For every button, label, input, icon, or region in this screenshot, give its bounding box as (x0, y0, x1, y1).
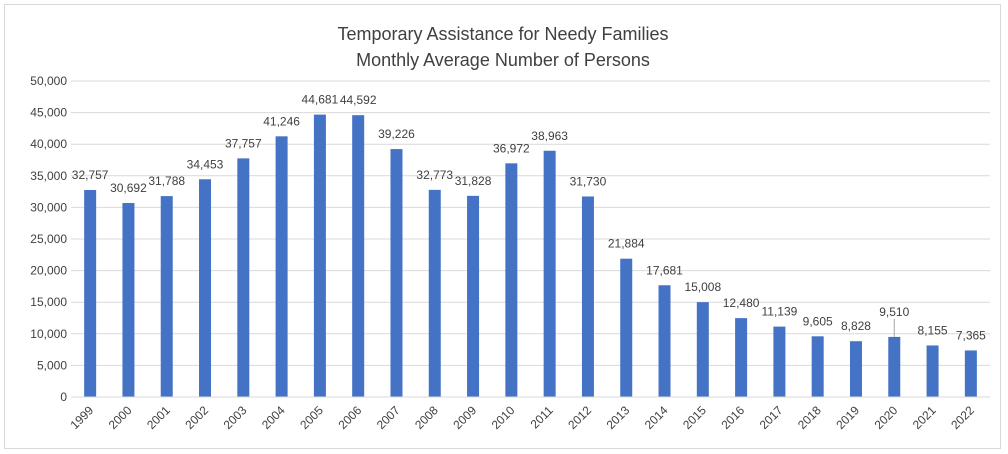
data-label: 32,757 (72, 168, 109, 182)
bar (926, 345, 939, 397)
gridlines (71, 80, 990, 366)
chart-subtitle: Monthly Average Number of Persons (356, 50, 650, 70)
x-tick-label: 2000 (106, 403, 135, 432)
data-label: 30,692 (110, 181, 147, 195)
data-label: 44,681 (302, 93, 339, 107)
x-tick-label: 2020 (872, 403, 901, 432)
x-tick-label: 2006 (336, 403, 365, 432)
y-axis-ticks: 0 5,000 10,000 15,000 20,000 25,000 30,000 35,0… (30, 74, 67, 404)
chart-frame: Temporary Assistance for Needy Families … (4, 4, 1001, 449)
x-tick-label: 2010 (489, 403, 518, 432)
x-tick-label: 2017 (757, 403, 786, 432)
x-tick-label: 2018 (795, 403, 824, 432)
bar (160, 196, 173, 397)
bar (581, 196, 594, 397)
data-label: 21,884 (608, 237, 645, 251)
data-label: 9,605 (803, 314, 833, 328)
x-tick-label: 2003 (221, 403, 250, 432)
x-tick-label: 2011 (528, 403, 556, 431)
data-label: 41,246 (263, 114, 300, 128)
data-label: 11,139 (761, 305, 797, 319)
bar (505, 163, 518, 397)
x-tick-label: 2015 (680, 403, 709, 432)
data-label: 31,828 (455, 174, 492, 188)
y-tick-label: 45,000 (30, 106, 67, 120)
y-tick-label: 40,000 (30, 137, 67, 151)
bar (620, 258, 633, 397)
bar (84, 189, 97, 397)
y-tick-label: 35,000 (30, 169, 67, 183)
bar (275, 136, 288, 397)
bar (237, 158, 250, 397)
bar (696, 302, 709, 397)
data-label: 8,155 (918, 323, 948, 337)
x-tick-label: 2007 (374, 403, 403, 432)
data-label: 8,828 (841, 319, 871, 333)
x-tick-label: 2014 (642, 403, 671, 432)
x-tick-label: 2013 (604, 403, 633, 432)
data-label: 15,008 (684, 280, 721, 294)
data-label: 31,730 (570, 174, 607, 188)
data-label: 7,365 (956, 328, 986, 342)
x-tick-label: 2021 (910, 403, 939, 432)
x-tick-label: 2004 (259, 403, 288, 432)
data-label: 34,453 (187, 157, 224, 171)
y-tick-label: 10,000 (30, 327, 67, 341)
chart-svg: Temporary Assistance for Needy Families … (30, 24, 990, 432)
bar (888, 336, 901, 397)
x-tick-label: 2019 (833, 403, 862, 432)
bar (313, 114, 326, 397)
data-label: 36,972 (493, 141, 530, 155)
bar (849, 341, 862, 397)
bar (964, 350, 977, 397)
y-tick-label: 20,000 (30, 264, 67, 278)
x-tick-label: 2008 (412, 403, 441, 432)
bar (773, 326, 786, 397)
data-label: 12,480 (723, 296, 760, 310)
bar (352, 115, 365, 397)
x-tick-label: 2022 (948, 403, 977, 432)
bar (199, 179, 212, 397)
y-tick-label: 30,000 (30, 200, 67, 214)
data-label: 17,681 (646, 263, 683, 277)
data-label: 9,510 (879, 305, 909, 319)
bar (735, 318, 748, 397)
x-tick-label: 1999 (67, 403, 96, 432)
y-tick-label: 25,000 (30, 232, 67, 246)
data-label: 44,592 (340, 93, 377, 107)
chart-title: Temporary Assistance for Needy Families (337, 24, 668, 44)
data-label: 31,788 (148, 174, 185, 188)
data-label: 32,773 (416, 168, 453, 182)
data-label: 38,963 (531, 129, 568, 143)
bar (658, 285, 671, 397)
data-label: 39,226 (378, 127, 415, 141)
x-axis-ticks: 1999 2000 2001 2002 2003 2004 2005 2006 2007 2008… (67, 403, 977, 432)
y-tick-label: 5,000 (37, 358, 67, 372)
y-tick-label: 15,000 (30, 295, 67, 309)
y-tick-label: 50,000 (30, 74, 67, 88)
x-tick-label: 2002 (182, 403, 211, 432)
bar (390, 149, 403, 397)
x-tick-label: 2012 (565, 403, 594, 432)
x-tick-label: 2001 (144, 403, 173, 432)
x-tick-label: 2005 (297, 403, 326, 432)
bar (467, 195, 480, 397)
x-tick-label: 2009 (450, 403, 479, 432)
bar (811, 336, 824, 397)
bar (122, 203, 135, 397)
bar (428, 189, 441, 397)
bars (84, 114, 977, 397)
y-tick-label: 0 (60, 390, 67, 404)
x-tick-label: 2016 (718, 403, 747, 432)
data-label: 37,757 (225, 136, 262, 150)
bar (543, 150, 556, 397)
